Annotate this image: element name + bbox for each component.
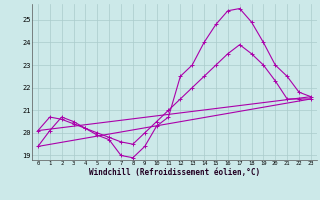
X-axis label: Windchill (Refroidissement éolien,°C): Windchill (Refroidissement éolien,°C): [89, 168, 260, 177]
